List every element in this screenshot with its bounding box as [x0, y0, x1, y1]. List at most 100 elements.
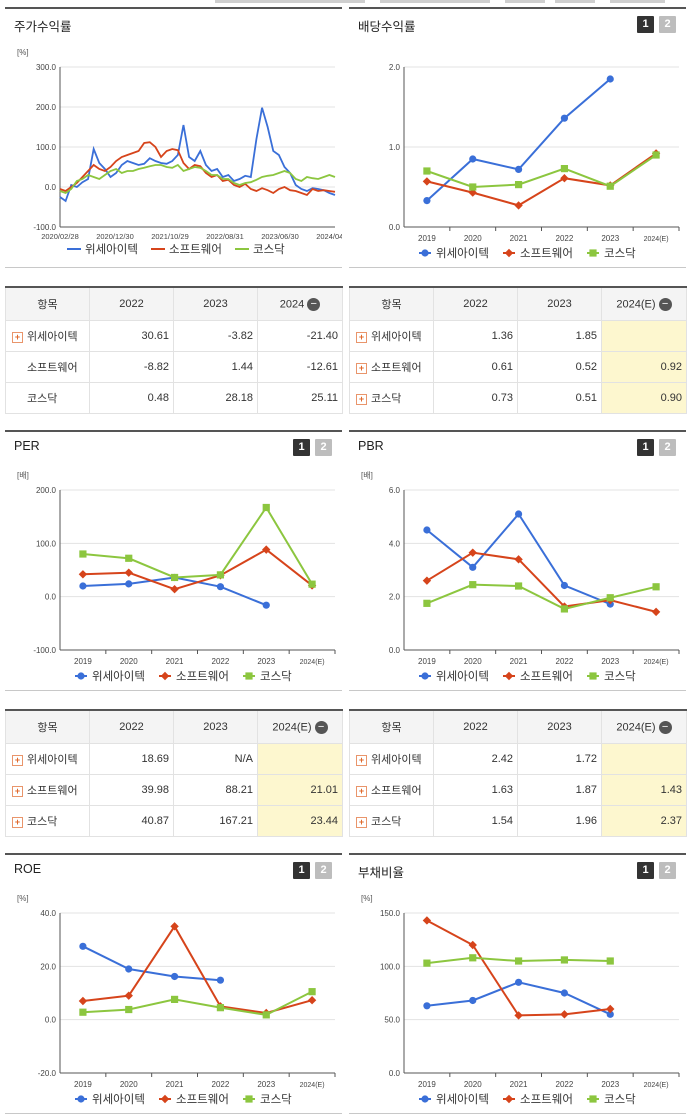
table-row: + 소프트웨어 39.98 88.21 21.01	[5, 774, 343, 806]
unit-label: [%]	[17, 894, 29, 903]
data-point	[469, 183, 477, 191]
y-tick-label: 300.0	[36, 63, 57, 72]
dividend-yield-table: 항목 2022 2023 2024(E) − + 위세아이텍 1.36 1.85 +…	[349, 286, 687, 414]
view-1-button[interactable]: 1	[293, 862, 310, 879]
view-2-button[interactable]: 2	[315, 862, 332, 879]
col-header-label: 2024(E)	[616, 720, 656, 733]
x-tick-label: 2022	[212, 1080, 230, 1089]
x-tick-label: 2022/08/31	[206, 232, 244, 241]
pbr-table: 항목 2022 2023 2024(E) − + 위세아이텍 2.42 1.72 +…	[349, 709, 687, 837]
table-row: + 위세아이텍 18.69 N/A	[5, 743, 343, 775]
legend-label: 소프트웨어	[520, 670, 573, 683]
legend-label: 소프트웨어	[520, 247, 573, 260]
view-2-button[interactable]: 2	[659, 439, 676, 456]
y-tick-label: 0.0	[45, 183, 57, 192]
y-tick-label: 0.0	[389, 1069, 401, 1078]
row-name: 코스닥	[27, 393, 58, 405]
expand-icon[interactable]: +	[356, 362, 367, 374]
legend-label: 소프트웨어	[176, 670, 229, 683]
row-name: 코스닥	[27, 816, 58, 828]
legend-label: 코스닥	[260, 1093, 292, 1106]
data-point	[514, 978, 523, 986]
y-tick-label: 100.0	[36, 539, 57, 548]
data-point	[423, 197, 431, 205]
y-tick-label: -100.0	[33, 646, 56, 655]
y-tick-label: 2.0	[389, 593, 401, 602]
y-tick-label: 200.0	[36, 486, 57, 495]
value-cell: -8.82	[89, 351, 174, 383]
series-line	[426, 551, 657, 613]
y-tick-label: 4.0	[389, 539, 401, 548]
data-point	[469, 996, 477, 1005]
data-point	[560, 989, 569, 997]
value-cell: 2.37	[601, 805, 687, 837]
data-point	[560, 1010, 569, 1019]
value-cell: -3.82	[173, 320, 258, 352]
data-point	[78, 996, 88, 1006]
expand-icon[interactable]: +	[356, 331, 367, 343]
expand-icon[interactable]: +	[356, 754, 367, 766]
data-point	[606, 594, 614, 602]
x-tick-label: 2022	[212, 657, 230, 666]
legend-label: 코스닥	[604, 1093, 636, 1106]
series-line	[426, 981, 611, 1016]
data-point	[589, 672, 597, 680]
data-point	[560, 605, 569, 613]
collapse-icon[interactable]: −	[307, 297, 321, 311]
collapse-icon[interactable]: −	[314, 720, 328, 734]
value-cell: 1.72	[517, 743, 602, 775]
col-header-2024: 2024−	[257, 286, 343, 321]
expand-icon[interactable]: +	[12, 331, 23, 343]
value-cell: 1.54	[433, 805, 518, 837]
view-2-button[interactable]: 2	[659, 16, 676, 33]
series-line	[426, 154, 657, 189]
data-point	[216, 583, 225, 591]
row-name: 코스닥	[371, 816, 402, 828]
col-header: 2022	[89, 709, 174, 744]
x-tick-label: 2023	[601, 1080, 619, 1089]
data-point	[125, 554, 133, 562]
view-2-button[interactable]: 2	[659, 862, 676, 879]
data-point	[125, 580, 133, 588]
data-point	[170, 995, 179, 1003]
expand-icon[interactable]: +	[12, 785, 23, 797]
collapse-icon[interactable]: −	[658, 297, 672, 311]
data-point	[560, 174, 569, 183]
expand-icon[interactable]: +	[12, 816, 23, 828]
view-2-button[interactable]: 2	[315, 439, 332, 456]
data-point	[606, 1010, 614, 1018]
data-point	[652, 151, 660, 159]
value-cell: 40.87	[89, 805, 174, 837]
collapse-icon[interactable]: −	[658, 720, 672, 734]
view-1-button[interactable]: 1	[637, 862, 654, 879]
col-header: 항목	[349, 286, 434, 321]
data-point	[125, 1005, 133, 1014]
pbr-chart: [배] 6.0 4.0 2.0 0.0 2019 2020 2021 2022 2023 2024(…	[361, 471, 680, 683]
table-header-row: 항목 2022 2023 2024(E) −	[349, 286, 687, 321]
unit-label: [%]	[17, 48, 29, 57]
expand-icon[interactable]: +	[356, 816, 367, 828]
expand-icon[interactable]: +	[12, 754, 23, 766]
col-header: 2023	[517, 709, 602, 744]
data-point	[423, 167, 431, 175]
data-point	[504, 671, 514, 681]
data-point	[160, 1094, 170, 1104]
x-tick-label: 2020/02/28	[41, 232, 79, 241]
x-tick-label: 2024(E)	[644, 1082, 669, 1089]
data-point	[560, 956, 569, 964]
view-1-button[interactable]: 1	[637, 16, 654, 33]
row-name: 위세아이텍	[371, 754, 422, 766]
expand-icon[interactable]: +	[356, 785, 367, 797]
view-1-button[interactable]: 1	[293, 439, 310, 456]
y-tick-label: 20.0	[40, 962, 56, 971]
data-point	[652, 583, 660, 591]
panel-title: 배당수익률	[358, 20, 416, 34]
expand-icon[interactable]: +	[356, 393, 367, 405]
series-line	[82, 990, 313, 1016]
data-point	[421, 672, 429, 680]
view-1-button[interactable]: 1	[637, 439, 654, 456]
value-cell: N/A	[173, 743, 258, 775]
data-point	[77, 1095, 85, 1103]
data-point	[589, 1095, 597, 1103]
value-cell: -12.61	[257, 351, 343, 383]
